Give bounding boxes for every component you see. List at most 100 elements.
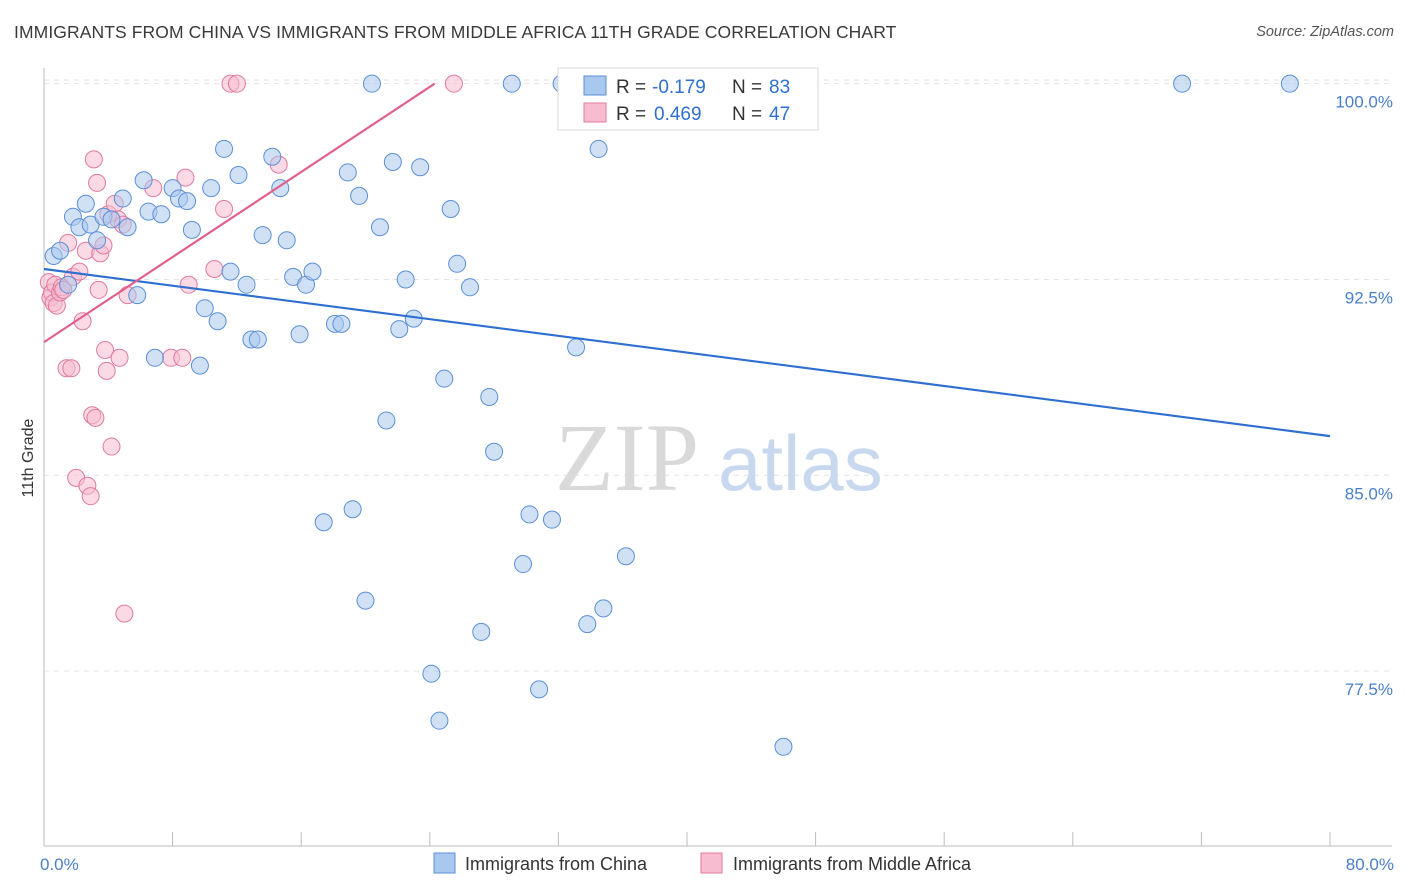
china-point (472, 622, 491, 641)
africa-point (179, 275, 198, 294)
china-point (338, 163, 357, 182)
china-point (530, 680, 549, 699)
y-axis-title: 11th Grade (20, 418, 37, 497)
china-point (411, 158, 430, 177)
china-point (377, 411, 396, 430)
y-tick-label: 92.5% (1345, 288, 1393, 307)
y-tick-label: 100.0% (1335, 93, 1393, 112)
china-point (208, 312, 227, 331)
africa-point (97, 361, 116, 380)
china-point (229, 166, 248, 185)
grid-lines (44, 79, 1392, 672)
stats-r-value-africa: 0.469 (654, 104, 702, 125)
africa-point (81, 487, 100, 506)
china-point (422, 664, 441, 683)
china-point (441, 199, 460, 218)
china-point (390, 320, 409, 339)
africa-point (205, 260, 224, 279)
china-point (182, 220, 201, 239)
legend-label-africa: Immigrants from Middle Africa (733, 854, 972, 874)
trend-lines (43, 82, 1331, 438)
china-point (578, 615, 597, 634)
x-tick-label: 80.0% (1346, 855, 1394, 874)
africa-point (89, 280, 108, 299)
y-tick-labels: 100.0% 92.5% 85.0% 77.5% (1335, 93, 1393, 699)
china-point (480, 387, 499, 406)
china-point (290, 325, 309, 344)
africa-point (176, 168, 195, 187)
bottom-legend: Immigrants from China Immigrants from Mi… (433, 852, 972, 874)
china-point (514, 555, 533, 574)
china-point (542, 510, 561, 529)
china-point (350, 186, 369, 205)
africa-point (62, 359, 81, 378)
china-point (383, 152, 402, 171)
china-trend-line (43, 267, 1331, 438)
china-point (102, 210, 121, 229)
x-tick-label: 0.0% (40, 855, 79, 874)
africa-points (39, 74, 463, 623)
china-point (195, 299, 214, 318)
china-point (616, 547, 635, 566)
chart-title: IMMIGRANTS FROM CHINA VS IMMIGRANTS FROM… (14, 22, 897, 42)
china-point (202, 179, 221, 198)
y-tick-label: 85.0% (1345, 484, 1393, 503)
china-point (76, 194, 95, 213)
watermark-zip: ZIP (555, 404, 699, 511)
china-point (113, 189, 132, 208)
africa-point (84, 150, 103, 169)
watermark-atlas: atlas (718, 419, 883, 507)
stats-r-label-africa: R = (616, 104, 646, 125)
africa-point (227, 74, 246, 93)
china-point (277, 231, 296, 250)
china-point (145, 348, 164, 367)
x-ticks: 0.0% 80.0% (40, 832, 1394, 874)
stats-legend-swatch-china (583, 75, 607, 96)
china-point (362, 74, 381, 93)
stats-r-label-china: R = (616, 77, 646, 98)
china-point (118, 218, 137, 237)
china-point (314, 513, 333, 532)
china-point (263, 147, 282, 166)
china-point (59, 275, 78, 294)
africa-point (115, 604, 134, 623)
legend-swatch-africa (700, 852, 723, 874)
china-point (134, 171, 153, 190)
china-point (88, 231, 107, 250)
stats-n-label-africa: N = (732, 104, 762, 125)
watermark: ZIP atlas (555, 404, 883, 511)
africa-point (86, 408, 105, 427)
china-point (51, 241, 70, 260)
china-point (1173, 74, 1192, 93)
china-point (774, 737, 793, 756)
china-point (370, 218, 389, 237)
china-point (303, 262, 322, 281)
china-point (460, 278, 479, 297)
africa-point (102, 437, 121, 456)
china-point (237, 275, 256, 294)
china-point (594, 599, 613, 618)
axes (43, 68, 1392, 847)
chart-source: Source: ZipAtlas.com (1256, 24, 1394, 40)
china-point (567, 338, 586, 357)
africa-point (173, 348, 192, 367)
china-point (152, 205, 171, 224)
stats-legend-swatch-africa (583, 102, 607, 123)
africa-point (96, 340, 115, 359)
africa-point (88, 173, 107, 192)
china-point (343, 500, 362, 519)
stats-r-value-china: -0.179 (652, 77, 706, 98)
africa-point (215, 199, 234, 218)
africa-point (110, 348, 129, 367)
china-point (221, 262, 240, 281)
legend-swatch-china (433, 852, 456, 874)
china-point (448, 254, 467, 273)
china-point (502, 74, 521, 93)
china-point (215, 139, 234, 158)
china-point (485, 442, 504, 461)
china-point (190, 356, 209, 375)
china-point (435, 369, 454, 388)
china-points (44, 74, 1299, 756)
africa-point (444, 74, 463, 93)
